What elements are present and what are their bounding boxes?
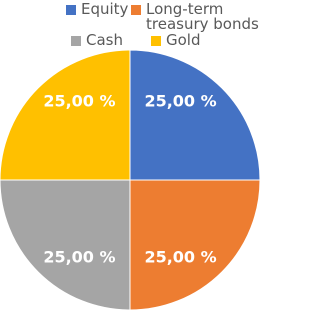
- pie-slice: [0, 49, 131, 181]
- data-label: 25,00 %: [144, 248, 216, 267]
- data-label: 25,00 %: [144, 91, 216, 110]
- legend-item: Long-term treasury bonds: [131, 2, 274, 32]
- pie-slice: [129, 49, 261, 181]
- chart: 25,00 % 25,00 % 25,00 % 25,00 %: [0, 49, 261, 310]
- legend-item: Cash: [71, 33, 123, 48]
- data-label: 25,00 %: [43, 91, 115, 110]
- data-label: 25,00 %: [43, 248, 115, 267]
- pie-slice: [129, 179, 261, 310]
- legend-item: Gold: [151, 33, 201, 48]
- legend-swatch: [151, 36, 161, 46]
- legend-swatch: [66, 5, 76, 15]
- page: 25,00 % 25,00 % 25,00 % 25,00 % Equity Long-…: [0, 0, 261, 310]
- legend-label: Equity: [81, 0, 129, 18]
- legend-swatch: [131, 5, 141, 15]
- legend-label: Gold: [166, 31, 201, 49]
- legend-label: Long-term treasury bonds: [146, 0, 259, 33]
- legend-swatch: [71, 36, 81, 46]
- legend-item: Equity: [66, 2, 128, 17]
- legend-label: Cash: [86, 31, 123, 49]
- pie-slice: [0, 179, 131, 310]
